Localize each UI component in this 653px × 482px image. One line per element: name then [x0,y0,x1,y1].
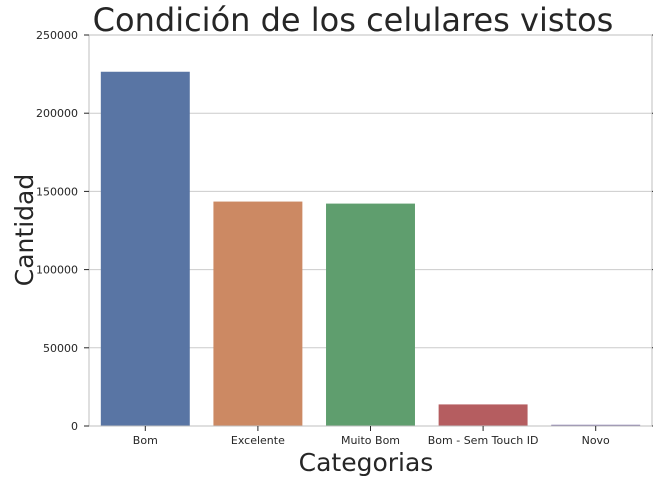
bar-bom [100,71,190,426]
x-axis-label: Categorias [299,448,434,477]
x-tick-label: Bom - Sem Touch ID [428,434,539,447]
y-tick-label: 0 [71,420,78,433]
y-tick-label: 250000 [36,29,78,42]
x-tick-label: Novo [582,434,610,447]
y-tick-label: 50000 [43,342,78,355]
y-tick-label: 100000 [36,264,78,277]
y-axis-label: Cantidad [10,174,39,286]
x-tick-label: Muito Bom [341,434,400,447]
bars [100,71,641,426]
y-tick-label: 150000 [36,185,78,198]
x-tick-label: Bom [133,434,158,447]
y-axis-ticks: 0 50000 100000 150000 200000 250000 [36,29,653,433]
x-tick-label: Excelente [231,434,285,447]
bar-muito-bom [326,203,415,426]
y-tick-label: 200000 [36,107,78,120]
x-axis-ticks: Bom Excelente Muito Bom Bom - Sem Touch ID N… [133,426,610,447]
chart-title: Condición de los celulares vistos [93,1,614,39]
bar-novo [551,424,641,426]
bar-bom-sem-touch-id [438,404,528,426]
bar-excelente [213,201,303,426]
